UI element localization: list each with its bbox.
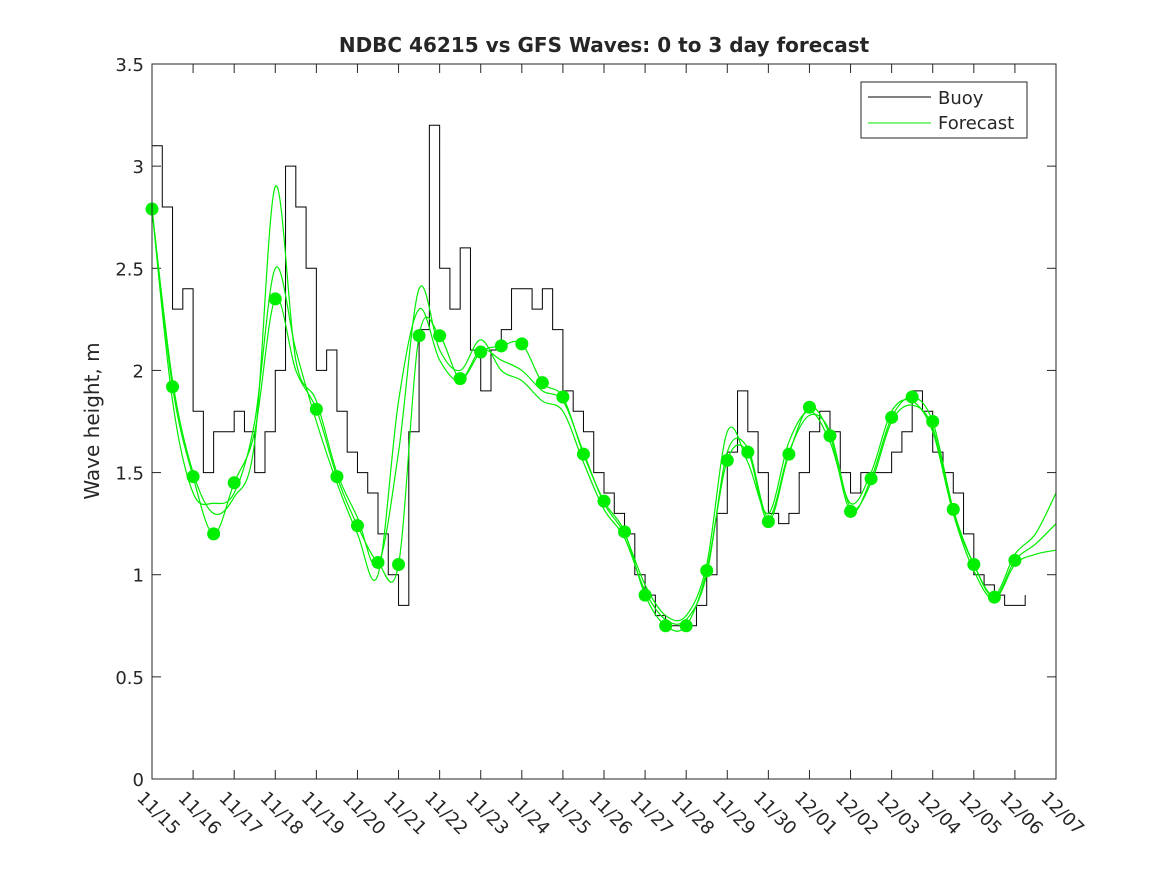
- forecast-point: [967, 558, 981, 571]
- y-tick-label: 3.5: [115, 55, 144, 76]
- forecast-point: [371, 555, 385, 569]
- forecast-point: [1008, 553, 1022, 567]
- forecast-point: [309, 402, 323, 416]
- forecast-point: [227, 476, 241, 490]
- forecast-point: [864, 472, 878, 486]
- forecast-point: [720, 453, 734, 467]
- forecast-point: [186, 470, 200, 484]
- forecast-point: [453, 372, 467, 386]
- forecast-point: [207, 527, 221, 541]
- x-tick-label: 11/22: [420, 788, 472, 840]
- x-tick-label: 12/05: [954, 788, 1006, 840]
- x-tick-label: 11/25: [543, 788, 595, 840]
- forecast-point: [659, 619, 673, 633]
- forecast-point: [782, 447, 796, 461]
- plot-background: [152, 64, 1056, 779]
- legend: Buoy Forecast: [860, 81, 1028, 139]
- forecast-point: [494, 339, 508, 353]
- x-tick-label: 12/03: [872, 788, 924, 840]
- forecast-point: [987, 590, 1001, 604]
- forecast-point: [761, 515, 775, 529]
- forecast-point: [844, 504, 858, 518]
- x-tick-label: 11/30: [749, 788, 801, 840]
- x-tick-label: 11/18: [256, 788, 308, 840]
- x-tick-label: 12/02: [831, 788, 883, 840]
- forecast-point: [166, 380, 180, 394]
- legend-forecast-label: Forecast: [938, 113, 1014, 134]
- y-tick-label: 2.5: [115, 259, 144, 280]
- x-tick-label: 12/07: [1036, 788, 1088, 840]
- x-tick-label: 11/24: [502, 788, 554, 840]
- forecast-point: [433, 329, 447, 343]
- y-tick-label: 0: [133, 770, 144, 791]
- y-axis-label: Wave height, m: [80, 342, 104, 499]
- forecast-point: [885, 410, 899, 424]
- x-tick-label: 11/28: [667, 788, 719, 840]
- chart-title: NDBC 46215 vs GFS Waves: 0 to 3 day fore…: [339, 33, 870, 57]
- x-tick-label: 11/23: [461, 788, 513, 840]
- legend-box: [860, 81, 1028, 139]
- x-tick-label: 11/19: [297, 788, 349, 840]
- forecast-point: [474, 345, 488, 359]
- y-tick-label: 1.5: [115, 464, 144, 485]
- x-tick-label: 11/15: [132, 788, 184, 840]
- x-tick-label: 12/06: [995, 788, 1047, 840]
- x-tick-label: 11/16: [174, 788, 226, 840]
- forecast-point: [638, 588, 652, 602]
- forecast-point: [392, 558, 406, 571]
- x-tick-label: 11/27: [626, 788, 678, 840]
- y-tick-label: 0.5: [115, 668, 144, 689]
- forecast-point: [741, 445, 755, 459]
- forecast-point: [679, 619, 693, 633]
- forecast-point: [905, 390, 919, 404]
- forecast-point: [946, 502, 960, 516]
- buoy-series-line: [152, 124, 1026, 627]
- y-tick-label: 1: [133, 566, 144, 587]
- forecast-point: [576, 447, 590, 461]
- forecast-point: [330, 470, 344, 484]
- y-tick-label: 3: [133, 157, 144, 178]
- y-tick-label: 2: [133, 361, 144, 382]
- forecast-point: [802, 400, 816, 414]
- forecast-point: [700, 564, 714, 578]
- forecast-point: [597, 494, 611, 508]
- forecast-point: [926, 415, 940, 428]
- x-tick-label: 11/26: [584, 788, 636, 840]
- x-tick-label: 11/20: [338, 788, 390, 840]
- legend-buoy-label: Buoy: [938, 88, 984, 109]
- forecast-point: [268, 292, 282, 306]
- forecast-point: [350, 519, 364, 533]
- forecast-point: [618, 525, 632, 539]
- forecast-point: [535, 376, 549, 390]
- plot-area: 0 0.5 1 1.5 2 2.5 3 3.5 11/1511/1611/1711/1811/1…: [115, 55, 1088, 839]
- forecast-point: [556, 390, 570, 404]
- forecast-point: [412, 329, 426, 343]
- plot-frame: [151, 63, 1057, 780]
- x-tick-label: 12/01: [790, 788, 842, 840]
- x-tick-label: 11/29: [708, 788, 760, 840]
- forecast-point: [515, 337, 529, 351]
- x-tick-label: 11/21: [379, 788, 431, 840]
- x-tick-label: 11/17: [215, 788, 267, 840]
- x-tick-label: 12/04: [913, 788, 965, 840]
- forecast-point: [823, 429, 837, 443]
